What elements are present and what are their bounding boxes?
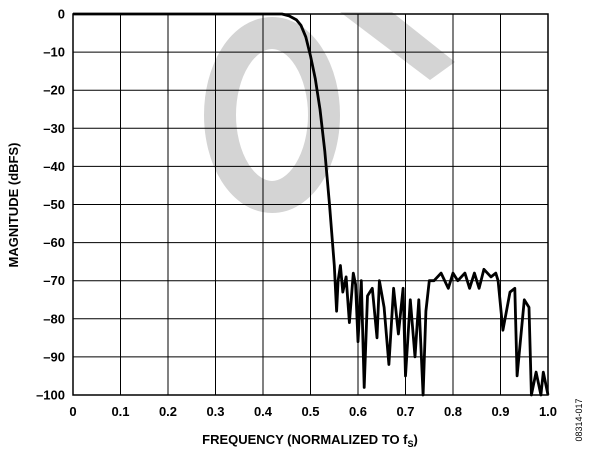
y-tick-label: 0 [58, 7, 65, 22]
y-tick-labels: 0 –10 –20 –30 –40 –50 –60 –70 –80 –90 –100 [36, 7, 65, 403]
watermark-letter-b [340, 12, 455, 80]
x-tick-label: 0.1 [111, 404, 129, 419]
y-tick-label: –50 [43, 197, 65, 212]
y-tick-label: –90 [43, 349, 65, 364]
x-tick-label: 0.3 [206, 404, 224, 419]
watermark-layer [204, 12, 455, 213]
x-tick-label: 1.0 [539, 404, 557, 419]
x-tick-label: 0.8 [444, 404, 462, 419]
y-axis-title: MAGNITUDE (dBFS) [6, 143, 21, 268]
x-tick-labels: 0 0.1 0.2 0.3 0.4 0.5 0.6 0.7 0.8 0.9 1.0 [69, 404, 557, 419]
y-tick-label: –100 [36, 388, 65, 403]
x-axis-title: FREQUENCY (NORMALIZED TO fS) [202, 432, 418, 449]
x-tick-label: 0.5 [301, 404, 319, 419]
plot-frame [72, 13, 549, 396]
x-tick-label: 0.2 [159, 404, 177, 419]
x-tick-label: 0.6 [349, 404, 367, 419]
watermark-letter-o [204, 17, 340, 213]
y-tick-label: –60 [43, 235, 65, 250]
figure-id-label: 08314-017 [574, 398, 584, 441]
y-tick-label: –10 [43, 45, 65, 60]
x-tick-label: 0.4 [254, 404, 273, 419]
x-tick-label: 0.7 [396, 404, 414, 419]
x-tick-label: 0 [69, 404, 76, 419]
x-tick-label: 0.9 [491, 404, 509, 419]
y-tick-label: –20 [43, 83, 65, 98]
magnitude-response-line [73, 12, 550, 397]
y-tick-label: –40 [43, 159, 65, 174]
y-tick-label: –80 [43, 311, 65, 326]
y-tick-label: –70 [43, 273, 65, 288]
grid [72, 13, 549, 396]
y-tick-label: –30 [43, 121, 65, 136]
x-axis-title-subscript: S [408, 439, 414, 449]
